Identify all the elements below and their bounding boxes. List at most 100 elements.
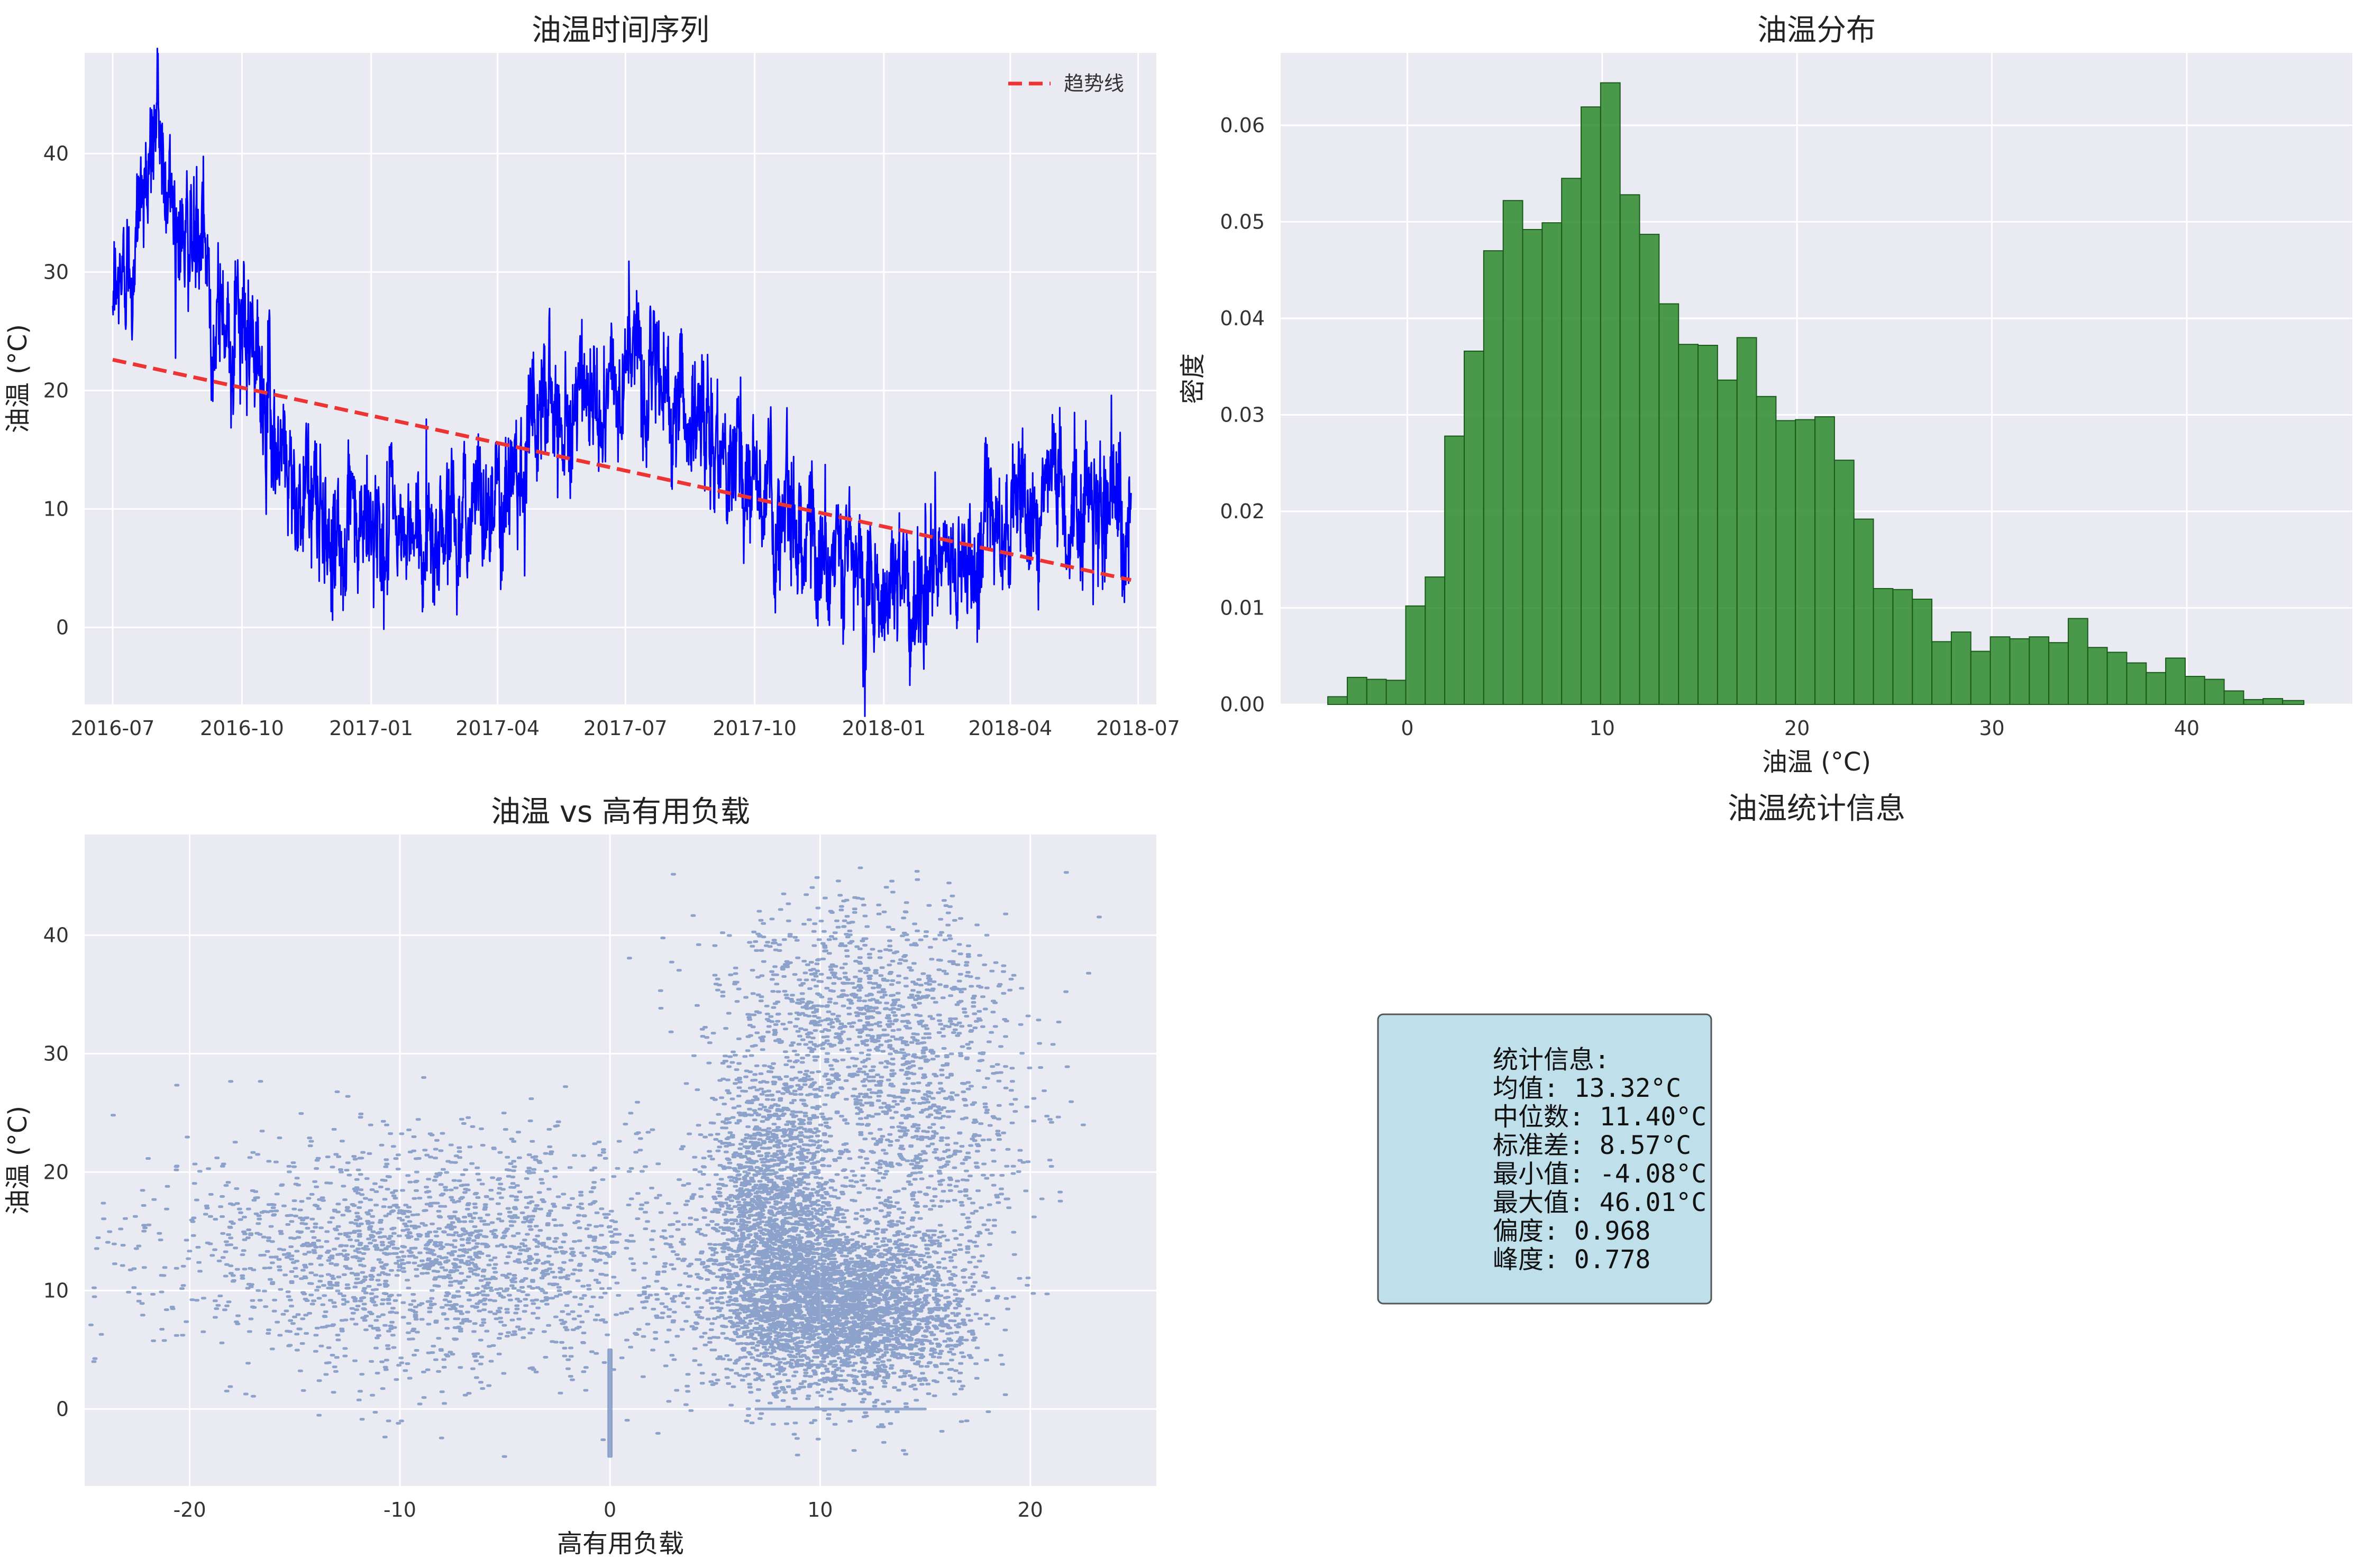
- histogram-bar: [1950, 631, 1971, 705]
- histogram-bar: [1502, 200, 1523, 705]
- oil-temp-tick-label: 10: [43, 1279, 69, 1302]
- load-tick-label: 0: [604, 1498, 616, 1521]
- histogram-bar: [1619, 194, 1640, 705]
- histogram-bar: [1717, 379, 1738, 705]
- histogram-bar: [1463, 350, 1484, 705]
- histogram-bar: [1795, 419, 1816, 705]
- histogram-bar: [2282, 700, 2305, 705]
- date-tick-label: 2017-07: [583, 717, 668, 740]
- stats-line: 中位数: 11.40°C: [1493, 1102, 1706, 1132]
- histogram-bar: [1853, 518, 1874, 705]
- time-series-data: [112, 48, 1132, 717]
- histogram-bar: [1678, 344, 1699, 705]
- temp-tick-label: 40: [2174, 717, 2199, 740]
- histogram-bar: [2029, 636, 2050, 705]
- histogram-bar: [1483, 250, 1504, 705]
- temp-tick-label: 20: [1784, 717, 1810, 740]
- trend-legend-label: 趋势线: [1064, 72, 1124, 95]
- date-tick-label: 2016-10: [200, 717, 284, 740]
- date-tick-label: 2018-07: [1096, 717, 1180, 740]
- time-series-y-label: 油温 (°C): [3, 324, 33, 433]
- stats-line: 峰度: 0.778: [1493, 1245, 1650, 1274]
- temp-tick-label: 10: [1590, 717, 1615, 740]
- scatter-point-cloud: [88, 866, 1102, 1458]
- oil-temp-tick-label: 10: [43, 497, 69, 520]
- scatter-y-label: 油温 (°C): [3, 1106, 33, 1215]
- histogram-bar: [2126, 662, 2147, 705]
- oil-temp-tick-label: 20: [43, 1160, 69, 1184]
- load-tick-label: 20: [1017, 1498, 1043, 1521]
- load-tick-label: -10: [384, 1498, 416, 1521]
- time-series-legend: 趋势线: [1008, 72, 1124, 95]
- histogram-bar: [1970, 650, 1991, 705]
- histogram-bar: [1385, 680, 1407, 705]
- histogram-bar: [1561, 178, 1582, 705]
- histogram-bar: [1581, 106, 1601, 705]
- histogram-bar: [1873, 588, 1894, 705]
- date-tick-label: 2018-04: [968, 717, 1052, 740]
- histogram-bar: [1989, 636, 2011, 705]
- histogram-bar: [1425, 576, 1446, 705]
- oil-temp-tick-label: 20: [43, 379, 69, 402]
- temp-tick-label: 30: [1979, 717, 2004, 740]
- histogram-bar: [2009, 638, 2030, 705]
- density-tick-label: 0.06: [1220, 114, 1265, 137]
- histogram-bar: [2106, 652, 2128, 705]
- stats-line: 统计信息:: [1493, 1045, 1610, 1075]
- oil-temp-series-line: [112, 48, 1132, 717]
- trend-line: [112, 357, 1131, 582]
- histogram-bar: [1639, 234, 1660, 705]
- histogram-bar: [2262, 698, 2284, 705]
- histogram-bar: [1522, 229, 1543, 705]
- density-tick-label: 0.01: [1220, 596, 1265, 619]
- time-series-ticks: 2016-07 2016-10 2017-01 2017-04 2017-07 2017-…: [43, 142, 1180, 740]
- histogram-bar: [1541, 222, 1563, 705]
- density-tick-label: 0.03: [1220, 403, 1265, 426]
- histogram-title: 油温分布: [1757, 13, 1876, 48]
- density-tick-label: 0.00: [1220, 693, 1265, 716]
- histogram-bars: [1327, 82, 2305, 705]
- stats-line: 均值: 13.32°C: [1493, 1074, 1681, 1103]
- histogram-bar: [1405, 605, 1426, 705]
- time-series-title: 油温时间序列: [532, 13, 709, 48]
- histogram-bar: [1697, 345, 1718, 705]
- histogram-panel: 0 10 20 30 40 0.00 0.01 0.02 0.03 0.04 0.05 0.06 油温…: [1178, 13, 2352, 777]
- stats-line: 最小值: -4.08°C: [1493, 1159, 1706, 1189]
- histogram-bar: [1892, 589, 1913, 705]
- histogram-bar: [2146, 672, 2167, 705]
- histogram-bar: [2204, 678, 2225, 705]
- histogram-bar: [2184, 676, 2205, 705]
- load-tick-label: -20: [174, 1498, 206, 1521]
- oil-temp-tick-label: 30: [43, 260, 69, 283]
- histogram-bar: [1366, 678, 1387, 705]
- histogram-bar: [1931, 641, 1952, 705]
- density-tick-label: 0.02: [1220, 500, 1265, 523]
- histogram-bar: [1912, 599, 1933, 705]
- histogram-bar: [1658, 303, 1680, 705]
- date-tick-label: 2017-01: [329, 717, 413, 740]
- histogram-ticks: 0 10 20 30 40 0.00 0.01 0.02 0.03 0.04 0.05 0.06: [1220, 114, 2199, 740]
- histogram-bar: [1600, 82, 1621, 705]
- histogram-bar: [2087, 647, 2108, 705]
- histogram-bar: [1833, 460, 1855, 705]
- time-series-plot-area: [85, 53, 1156, 704]
- oil-temp-tick-label: 40: [43, 923, 69, 947]
- temp-tick-label: 0: [1401, 717, 1413, 740]
- histogram-bar: [1346, 676, 1367, 705]
- stats-line: 最大值: 46.01°C: [1493, 1188, 1706, 1217]
- histogram-bar: [2067, 618, 2088, 705]
- histogram-bar: [1775, 420, 1796, 705]
- stats-title: 油温统计信息: [1728, 792, 1905, 826]
- histogram-bar: [1756, 396, 1777, 705]
- scatter-ticks: -20 -10 0 10 20 0 10 20 30 40: [43, 923, 1043, 1521]
- date-tick-label: 2017-10: [713, 717, 797, 740]
- histogram-bar: [2048, 642, 2069, 705]
- oil-temp-tick-label: 0: [56, 1397, 69, 1420]
- date-tick-label: 2018-01: [842, 717, 926, 740]
- histogram-bar: [1444, 435, 1465, 705]
- histogram-bar: [2165, 657, 2186, 705]
- time-series-panel: 2016-07 2016-10 2017-01 2017-04 2017-07 2017-…: [3, 13, 1180, 740]
